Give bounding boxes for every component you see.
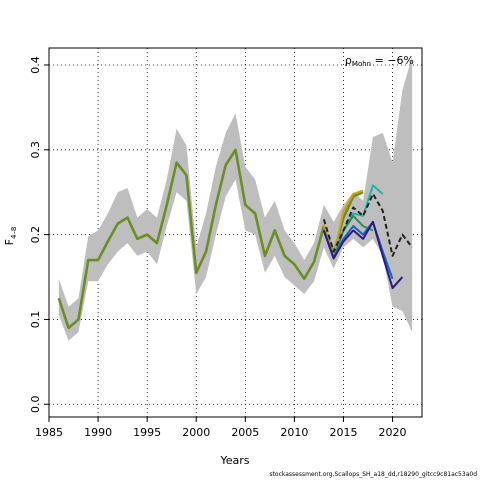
rho-symbol: ρ [345, 54, 352, 67]
plot-frame [48, 47, 423, 418]
x-tick-label: 2020 [379, 426, 407, 439]
x-tick-label: 2015 [329, 426, 357, 439]
series-line-6 [322, 192, 413, 257]
y-tick-label: 0.1 [29, 311, 42, 329]
y-tick-label: 0.2 [29, 226, 42, 244]
x-tick-label: 2010 [280, 426, 308, 439]
x-tick-label: 1995 [133, 426, 161, 439]
series-line-0 [57, 148, 364, 330]
x-axis: 1985 1990 1995 2000 2005 2010 2015 2020 [35, 417, 407, 439]
y-axis-label: F4–8 [3, 227, 18, 246]
y-tick-label: 0.3 [29, 141, 42, 159]
x-tick-label: 1990 [84, 426, 112, 439]
rho-annotation: ρMohn = −6% [345, 54, 414, 68]
rho-value: = −6% [371, 54, 414, 67]
y-axis-label-sub: 4–8 [10, 227, 18, 239]
x-axis-label: Years [219, 454, 249, 467]
svg-text:ρMohn = −6%: ρMohn = −6% [345, 54, 414, 68]
series-line-5 [322, 220, 404, 290]
series-group [57, 148, 413, 330]
y-axis-label-main: F [3, 239, 16, 245]
y-tick-label: 0.0 [29, 396, 42, 414]
x-tick-label: 1985 [35, 426, 63, 439]
confidence-band-group [58, 56, 413, 341]
confidence-band [58, 56, 413, 341]
x-tick-label: 2000 [182, 426, 210, 439]
y-tick-label: 0.4 [29, 56, 42, 74]
footer-source-text: stockassessment.org,Scallops_SH_a18_dd,r… [269, 471, 477, 478]
y-axis: 0.0 0.1 0.2 0.3 0.4 [29, 56, 49, 413]
svg-text:F4–8: F4–8 [3, 227, 18, 246]
rho-subscript: Mohn [352, 60, 371, 68]
series-line-1 [322, 189, 364, 257]
x-tick-label: 2005 [231, 426, 259, 439]
